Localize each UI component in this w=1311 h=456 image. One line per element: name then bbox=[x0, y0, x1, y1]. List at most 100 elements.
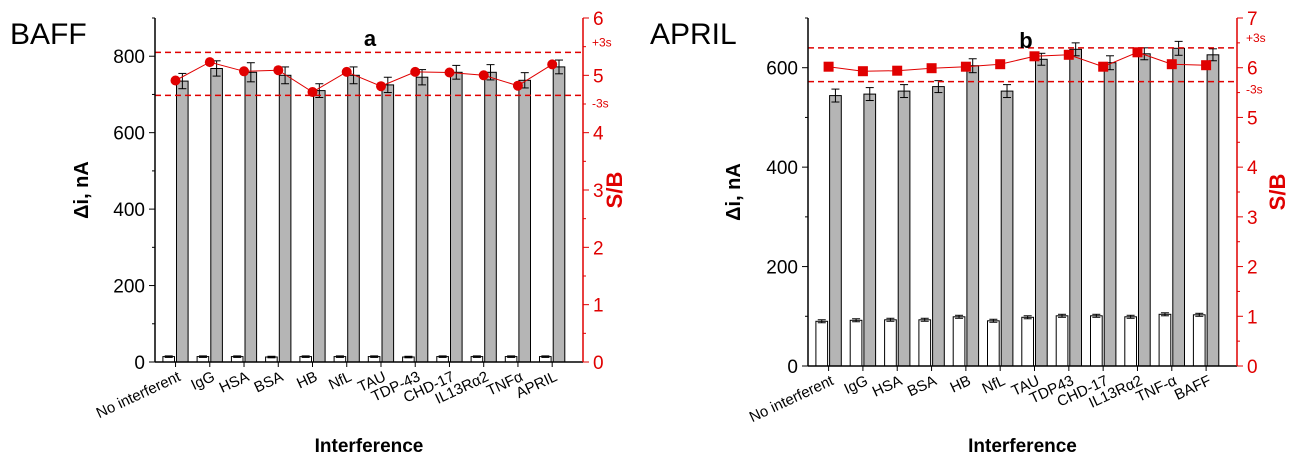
y2-tick-label-1: 1 bbox=[1247, 307, 1258, 328]
error-bar-gray-2 bbox=[246, 62, 255, 83]
bar-white-3 bbox=[918, 319, 932, 367]
error-bar-gray-0 bbox=[831, 88, 840, 103]
y-axis-title: Δi, nA bbox=[723, 163, 745, 221]
sb-point-1 bbox=[857, 66, 868, 77]
bar-gray-0 bbox=[829, 95, 842, 367]
error-bar-white-6 bbox=[370, 355, 379, 358]
bar-white-7 bbox=[1055, 315, 1069, 367]
bar-gray-6 bbox=[1035, 58, 1048, 367]
sb-point-3 bbox=[926, 63, 937, 74]
error-bar-white-8 bbox=[438, 355, 447, 358]
bar-white-0 bbox=[815, 320, 829, 367]
sb-point-10 bbox=[1166, 59, 1177, 70]
bar-gray-6 bbox=[381, 84, 395, 363]
y-tick-label-800: 800 bbox=[113, 47, 145, 68]
x-axis-title: Interference bbox=[315, 436, 424, 456]
corner-label: BAFF bbox=[10, 18, 87, 51]
threshold-label-1: -3s bbox=[1246, 83, 1263, 97]
y2-axis-title: S/B bbox=[1265, 174, 1290, 211]
sb-point-6 bbox=[376, 81, 386, 92]
sb-point-0 bbox=[170, 75, 181, 86]
sb-point-5 bbox=[341, 66, 352, 77]
y2-tick-label-0: 0 bbox=[593, 353, 604, 374]
error-bar-white-11 bbox=[1195, 312, 1204, 317]
y2-tick-label-5: 5 bbox=[593, 66, 604, 87]
error-bar-gray-11 bbox=[555, 59, 564, 75]
y-tick-label-400: 400 bbox=[766, 158, 798, 179]
y2-axis-title: S/B bbox=[602, 172, 627, 209]
sb-point-3 bbox=[273, 65, 284, 76]
sb-point-1 bbox=[204, 57, 215, 68]
error-bar-gray-3 bbox=[934, 80, 943, 94]
error-bar-white-2 bbox=[233, 355, 242, 358]
y-tick-label-200: 200 bbox=[766, 258, 798, 279]
error-bar-gray-5 bbox=[349, 66, 358, 85]
panel-a: +3s -3s 0 200 400 600 800 0 1 2 3 4 5 6 No interferent… bbox=[10, 9, 627, 456]
error-bar-white-10 bbox=[1160, 312, 1169, 317]
bar-gray-2 bbox=[897, 90, 911, 367]
sb-point-4 bbox=[307, 87, 318, 97]
bar-white-11 bbox=[1192, 314, 1206, 367]
y-tick-label-0: 0 bbox=[787, 357, 798, 378]
y2-tick-label-5: 5 bbox=[1247, 108, 1258, 129]
x-tick-label-1: IgG bbox=[841, 372, 870, 398]
y2-tick-label-6: 6 bbox=[593, 9, 604, 30]
bar-gray-9 bbox=[484, 71, 497, 363]
sb-point-11 bbox=[547, 59, 558, 70]
error-bar-white-4 bbox=[955, 314, 964, 319]
y-tick-label-0: 0 bbox=[134, 353, 145, 374]
bar-gray-5 bbox=[347, 74, 360, 363]
bar-gray-10 bbox=[1172, 47, 1186, 367]
bar-white-6 bbox=[1021, 316, 1034, 367]
bar-gray-5 bbox=[1000, 90, 1014, 367]
panel-letter: a bbox=[364, 26, 377, 51]
error-bar-white-10 bbox=[507, 355, 516, 358]
bar-gray-11 bbox=[552, 66, 566, 363]
bar-gray-10 bbox=[518, 79, 532, 363]
bar-gray-4 bbox=[966, 65, 980, 367]
bar-gray-3 bbox=[932, 86, 945, 367]
error-bar-gray-8 bbox=[452, 64, 461, 80]
threshold-label-0: +3s bbox=[1246, 31, 1266, 45]
error-bar-white-0 bbox=[817, 319, 826, 324]
x-tick-label-3: BSA bbox=[252, 368, 286, 396]
x-tick-label-5: NfL bbox=[326, 368, 354, 393]
error-bar-white-2 bbox=[886, 317, 895, 322]
x-tick-label-2: HSA bbox=[217, 368, 252, 396]
panel-b: +3s -3s 0 200 400 600 0 1 2 3 4 5 6 7 No interferent Ig… bbox=[650, 9, 1290, 456]
y2-tick-label-1: 1 bbox=[593, 296, 604, 317]
y-tick-label-200: 200 bbox=[113, 277, 145, 298]
bar-gray-2 bbox=[244, 71, 258, 363]
x-tick-label-5: NfL bbox=[980, 372, 1008, 397]
y-tick-label-400: 400 bbox=[113, 200, 145, 221]
error-bar-white-7 bbox=[1057, 313, 1066, 318]
error-bar-white-3 bbox=[267, 355, 276, 359]
bar-gray-9 bbox=[1138, 53, 1151, 367]
bar-gray-1 bbox=[863, 93, 877, 367]
x-tick-label-2: HSA bbox=[870, 372, 905, 400]
bar-gray-3 bbox=[278, 74, 292, 363]
sb-point-4 bbox=[960, 61, 971, 72]
y2-tick-label-4: 4 bbox=[1247, 158, 1258, 179]
threshold-label-1: -3s bbox=[592, 96, 609, 110]
error-bar-white-4 bbox=[301, 355, 310, 358]
error-bar-white-9 bbox=[1126, 314, 1135, 319]
error-bar-gray-0 bbox=[178, 72, 187, 90]
y2-tick-label-3: 3 bbox=[1247, 208, 1258, 229]
error-bar-white-1 bbox=[198, 355, 207, 358]
y2-tick-label-3: 3 bbox=[593, 181, 604, 202]
x-tick-label-4: HB bbox=[294, 368, 320, 392]
sb-point-9 bbox=[1132, 47, 1143, 58]
y-axis-title: Δi, nA bbox=[71, 161, 93, 219]
corner-label: APRIL bbox=[650, 18, 737, 51]
bar-white-8 bbox=[1090, 315, 1103, 367]
error-bar-gray-6 bbox=[383, 76, 392, 94]
sb-point-2 bbox=[239, 66, 249, 77]
error-bar-white-5 bbox=[335, 355, 344, 358]
error-bar-gray-2 bbox=[900, 84, 909, 99]
error-bar-white-1 bbox=[852, 318, 861, 323]
error-bar-white-8 bbox=[1092, 313, 1101, 318]
y2-tick-label-2: 2 bbox=[593, 238, 604, 259]
error-bar-gray-3 bbox=[281, 66, 290, 85]
